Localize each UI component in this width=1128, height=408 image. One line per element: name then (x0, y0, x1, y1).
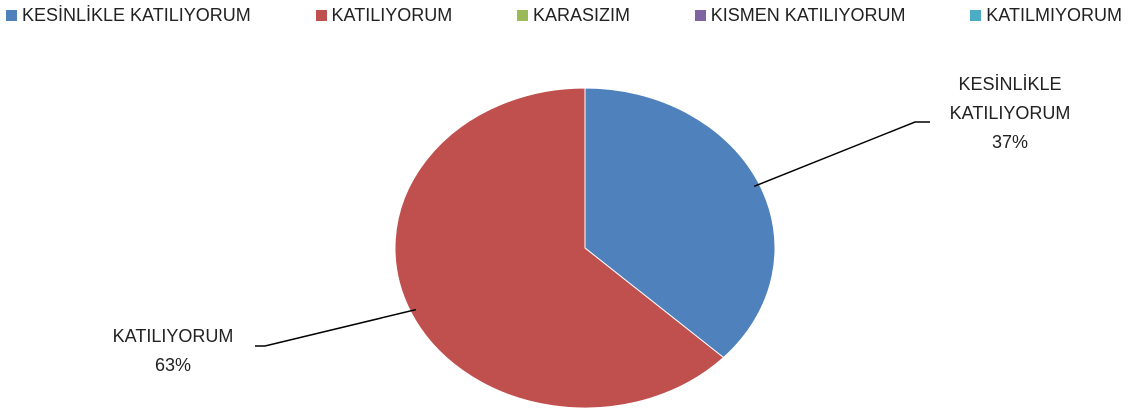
legend-label: KARASIZIM (533, 5, 631, 25)
leader-line (255, 308, 417, 347)
data-label: KESİNLİKLE KATILIYORUM 37% (880, 70, 1128, 157)
legend-swatch (970, 10, 982, 21)
legend-item: KATILMIYORUM (970, 5, 1122, 26)
data-label-category: KATILIYORUM (112, 326, 234, 346)
data-label-value: 37% (991, 132, 1029, 152)
legend-label: KATILMIYORUM (986, 5, 1122, 25)
legend-swatch (6, 10, 17, 21)
legend-swatch (517, 10, 528, 21)
legend-label: KESİNLİKLE KATILIYORUM (22, 5, 251, 25)
data-label-category: KESİNLİKLE KATILIYORUM (949, 74, 1071, 123)
leader-line (753, 121, 930, 188)
legend-label: KISMEN KATILIYORUM (710, 5, 906, 25)
legend-swatch (315, 10, 327, 21)
legend-item: KATILIYORUM (315, 5, 453, 26)
legend-item: KARASIZIM (517, 5, 630, 26)
data-label: KATILIYORUM 63% (60, 322, 286, 380)
legend: KESİNLİKLE KATILIYORUM KATILIYORUM KARASIZ… (6, 5, 1122, 26)
legend-item: KISMEN KATILIYORUM (694, 5, 906, 26)
legend-swatch (694, 10, 706, 21)
data-label-value: 63% (154, 355, 192, 375)
legend-item: KESİNLİKLE KATILIYORUM (6, 5, 251, 26)
legend-label: KATILIYORUM (331, 5, 453, 25)
